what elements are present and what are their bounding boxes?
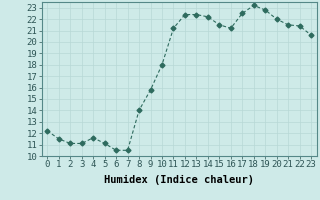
X-axis label: Humidex (Indice chaleur): Humidex (Indice chaleur): [104, 175, 254, 185]
